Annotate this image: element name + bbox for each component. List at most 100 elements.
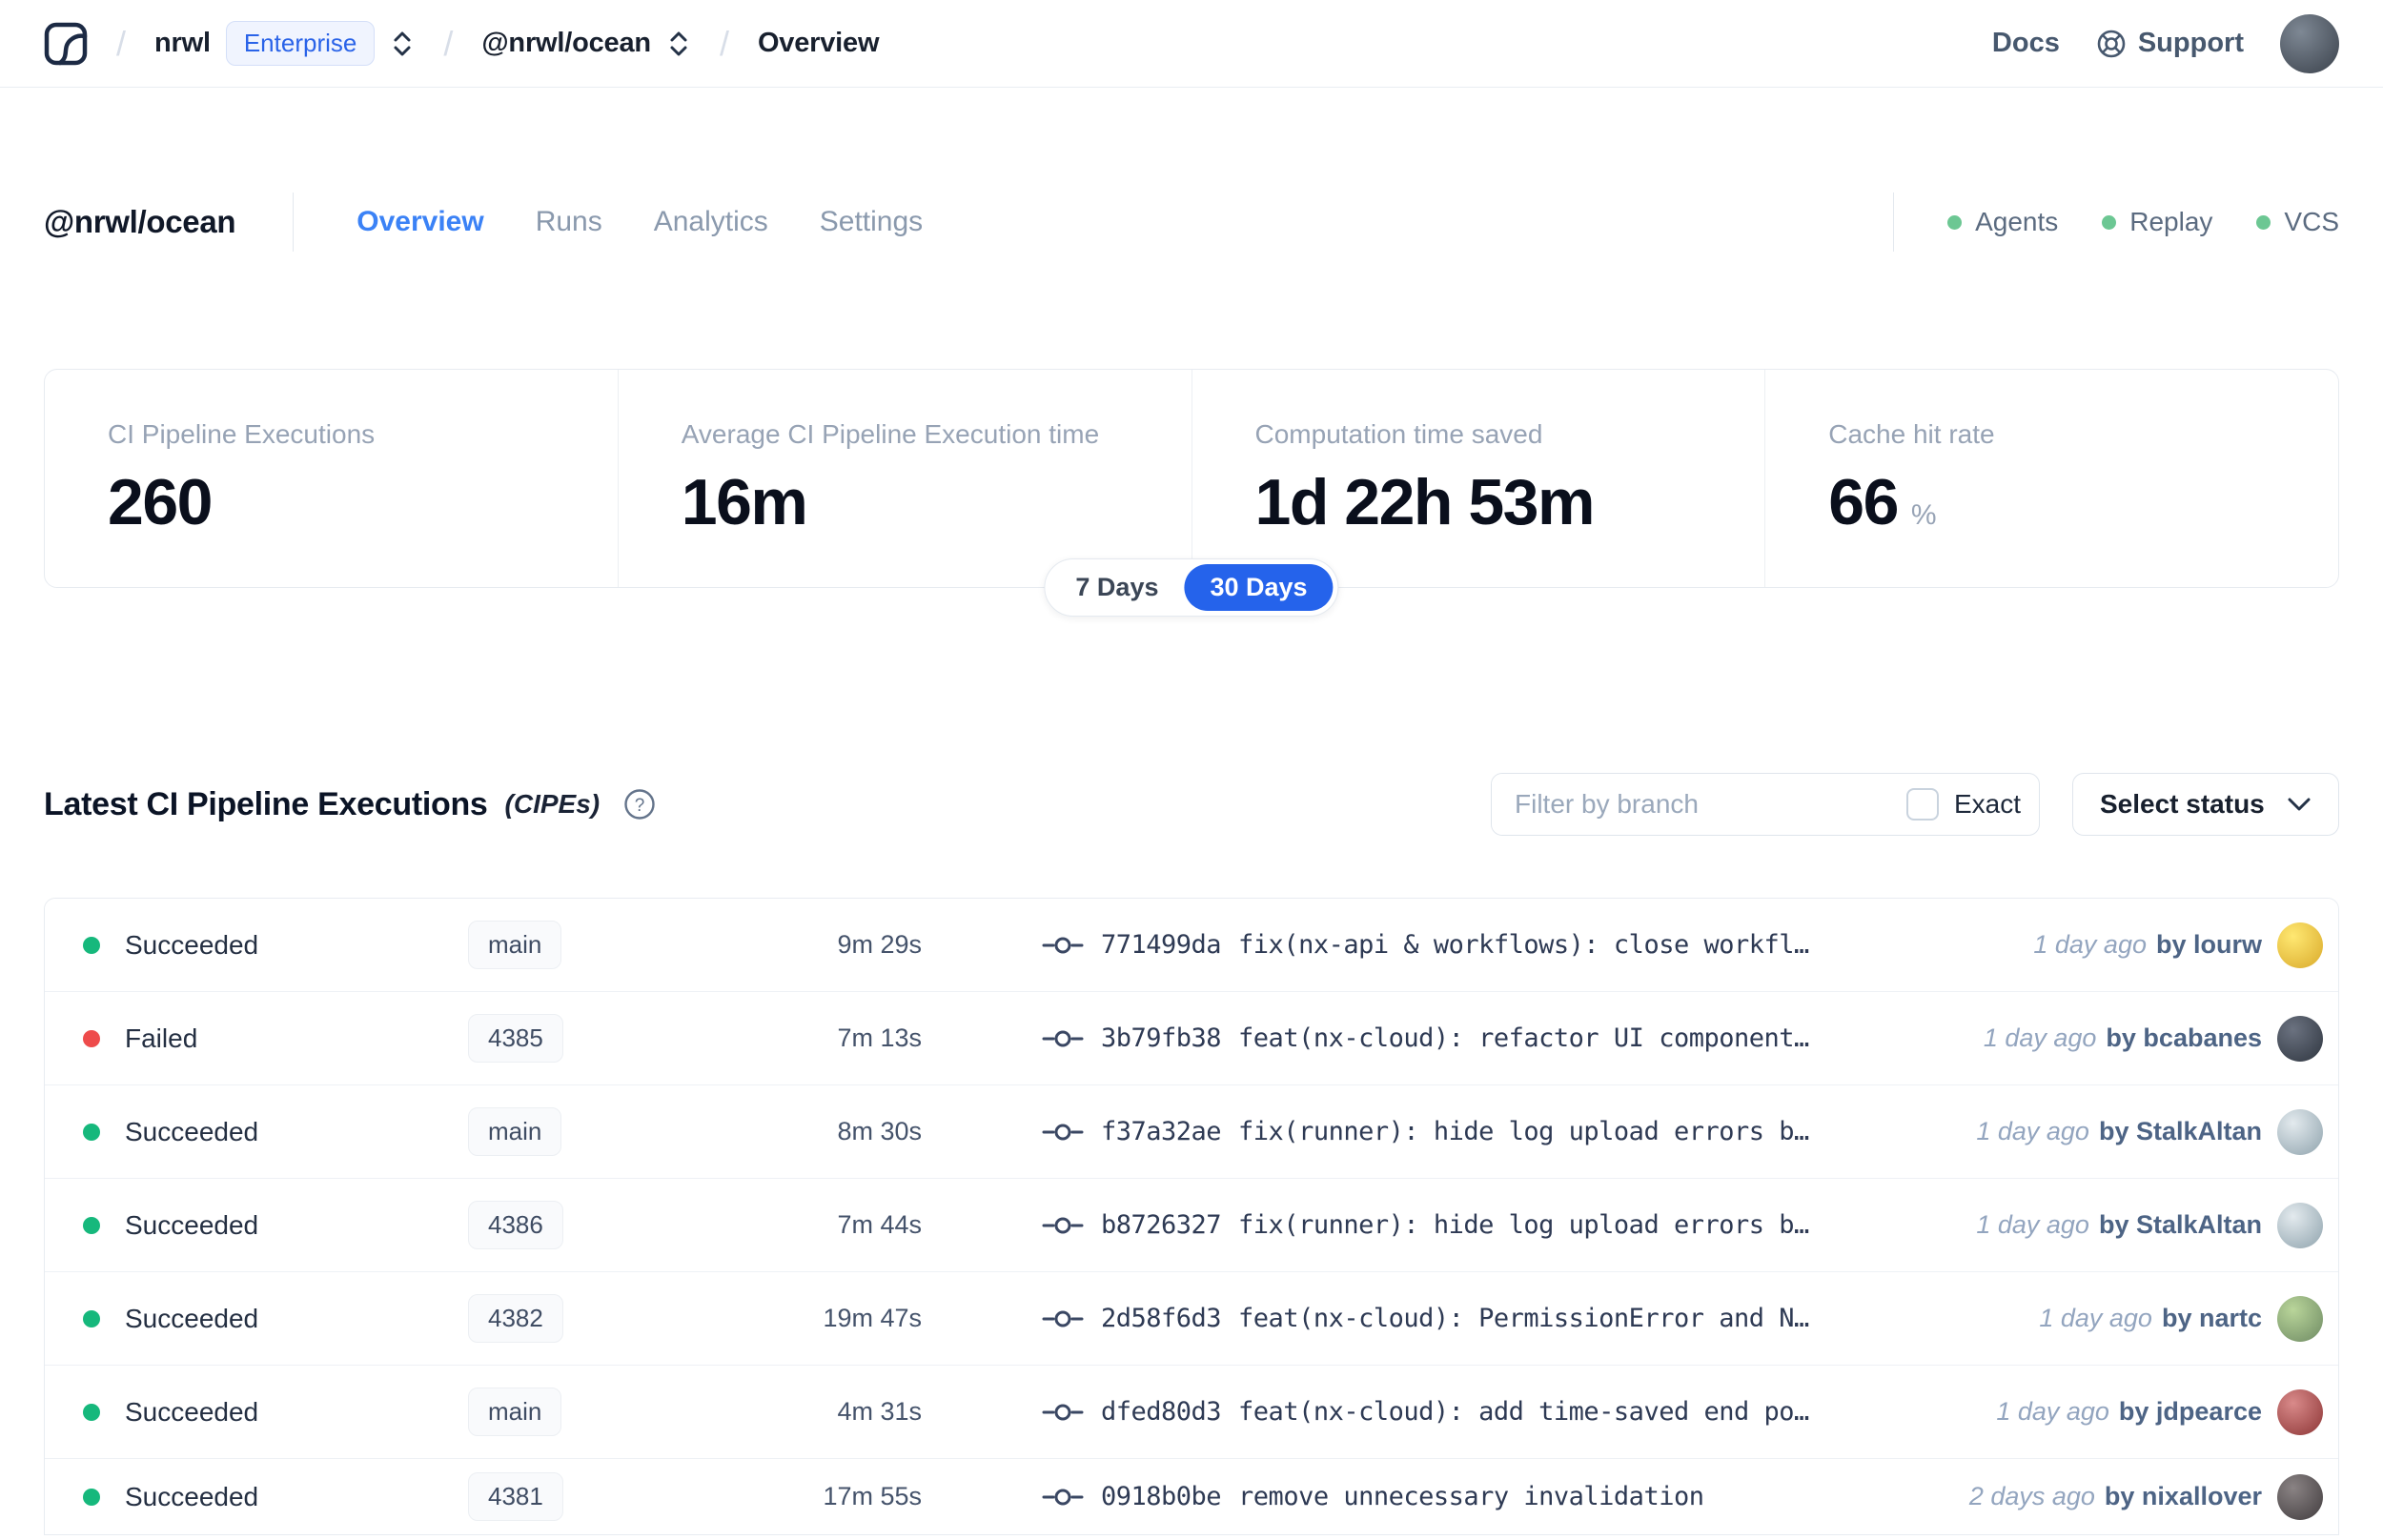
chevron-down-icon xyxy=(2288,798,2311,811)
git-commit-icon xyxy=(1042,1217,1084,1233)
breadcrumb-separator: / xyxy=(719,23,729,63)
table-row[interactable]: Succeeded main 9m 29s 771499da fix(nx-ap… xyxy=(45,899,2338,992)
breadcrumb-workspace[interactable]: @nrwl/ocean xyxy=(481,28,651,58)
tab-analytics[interactable]: Analytics xyxy=(653,206,768,237)
branch-badge[interactable]: 4381 xyxy=(468,1472,563,1521)
author-avatar[interactable] xyxy=(2277,922,2323,968)
author-avatar[interactable] xyxy=(2277,1295,2323,1342)
commit-message[interactable]: feat(nx-cloud): refactor UI component… xyxy=(1238,1023,1809,1053)
period-toggle: 7 Days 30 Days xyxy=(1044,558,1339,617)
stat-card-avg-time: Average CI Pipeline Execution time 16m xyxy=(617,370,1192,587)
commit-hash[interactable]: dfed80d3 xyxy=(1101,1397,1222,1427)
time-ago: 1 day ago xyxy=(1976,1117,2089,1145)
enterprise-badge: Enterprise xyxy=(225,21,376,66)
commit-hash[interactable]: 3b79fb38 xyxy=(1101,1023,1222,1053)
lifebuoy-icon xyxy=(2097,30,2126,57)
stat-card-cache-hit-rate: Cache hit rate 66% xyxy=(1764,370,2338,587)
commit-hash[interactable]: b8726327 xyxy=(1101,1210,1222,1240)
feature-indicators: Agents Replay VCS xyxy=(1947,207,2339,237)
commit-hash[interactable]: f37a32ae xyxy=(1101,1117,1222,1146)
time-ago: 2 days ago xyxy=(1968,1482,2095,1510)
branch-filter-input[interactable] xyxy=(1492,774,1882,835)
svg-text:?: ? xyxy=(635,796,645,816)
select-status-dropdown[interactable]: Select status xyxy=(2072,773,2339,836)
stat-value: 260 xyxy=(108,466,213,538)
indicator-agents: Agents xyxy=(1947,207,2058,237)
table-row[interactable]: Succeeded main 4m 31s dfed80d3 feat(nx-c… xyxy=(45,1366,2338,1459)
table-row[interactable]: Succeeded 4386 7m 44s b8726327 fix(runne… xyxy=(45,1179,2338,1272)
status-label: Succeeded xyxy=(125,929,259,960)
status-dot-icon xyxy=(83,1216,100,1234)
author-avatar[interactable] xyxy=(2277,1015,2323,1062)
workspace-selector-button[interactable] xyxy=(666,30,691,58)
divider xyxy=(293,192,295,252)
status-label: Succeeded xyxy=(125,1396,259,1427)
duration: 7m 44s xyxy=(837,1210,922,1239)
stat-label: CI Pipeline Executions xyxy=(108,419,376,449)
git-commit-icon xyxy=(1042,937,1084,953)
tab-settings[interactable]: Settings xyxy=(819,206,924,237)
git-commit-icon xyxy=(1042,1404,1084,1420)
commit-message[interactable]: remove unnecessary invalidation xyxy=(1238,1482,1704,1511)
exact-checkbox[interactable] xyxy=(1906,788,1939,821)
tab-runs[interactable]: Runs xyxy=(535,206,602,237)
table-row[interactable]: Succeeded 4381 17m 55s 0918b0be remove u… xyxy=(45,1459,2338,1535)
support-label: Support xyxy=(2137,28,2244,58)
author-avatar[interactable] xyxy=(2277,1388,2323,1435)
author-avatar[interactable] xyxy=(2277,1108,2323,1155)
branch-badge[interactable]: main xyxy=(468,921,562,969)
commit-message[interactable]: fix(runner): hide log upload errors b… xyxy=(1238,1210,1809,1240)
status-label: Succeeded xyxy=(125,1303,259,1333)
author: by nixallover xyxy=(2104,1482,2262,1510)
time-ago: 1 day ago xyxy=(1996,1397,2109,1426)
time-ago: 1 day ago xyxy=(2039,1304,2152,1332)
docs-link[interactable]: Docs xyxy=(1991,28,2060,58)
commit-hash[interactable]: 771499da xyxy=(1101,930,1222,960)
tab-overview[interactable]: Overview xyxy=(356,206,484,237)
commit-message[interactable]: fix(runner): hide log upload errors b… xyxy=(1238,1117,1809,1146)
table-row[interactable]: Failed 4385 7m 13s 3b79fb38 feat(nx-clou… xyxy=(45,992,2338,1085)
commit-message[interactable]: feat(nx-cloud): PermissionError and N… xyxy=(1238,1304,1809,1333)
table-row[interactable]: Succeeded main 8m 30s f37a32ae fix(runne… xyxy=(45,1085,2338,1179)
branch-badge[interactable]: 4385 xyxy=(468,1014,563,1063)
indicator-label: Replay xyxy=(2129,207,2213,236)
table-row[interactable]: Succeeded 4382 19m 47s 2d58f6d3 feat(nx-… xyxy=(45,1272,2338,1366)
branch-badge[interactable]: main xyxy=(468,1107,562,1156)
help-icon[interactable]: ? xyxy=(622,787,657,821)
author: by nartc xyxy=(2161,1304,2262,1332)
branch-badge[interactable]: 4386 xyxy=(468,1201,563,1249)
author-avatar[interactable] xyxy=(2277,1202,2323,1248)
support-link[interactable]: Support xyxy=(2096,28,2244,59)
branch-badge[interactable]: 4382 xyxy=(468,1294,563,1343)
user-avatar[interactable] xyxy=(2280,13,2339,73)
status-label: Succeeded xyxy=(125,1209,259,1240)
unfold-chevrons-icon xyxy=(394,31,411,55)
commit-hash[interactable]: 2d58f6d3 xyxy=(1101,1304,1222,1333)
duration: 7m 13s xyxy=(837,1023,922,1052)
indicator-label: Agents xyxy=(1975,207,2059,236)
status-dot-icon xyxy=(83,1309,100,1327)
nx-cloud-logo[interactable] xyxy=(44,22,88,66)
breadcrumb-separator: / xyxy=(443,23,454,63)
nx-cloud-logo-icon xyxy=(44,22,88,65)
status-dot-icon xyxy=(83,936,100,954)
stat-suffix: % xyxy=(1910,499,1937,531)
author-avatar[interactable] xyxy=(2277,1473,2323,1520)
org-selector-button[interactable] xyxy=(390,30,415,58)
indicator-vcs: VCS xyxy=(2256,207,2339,237)
git-commit-icon xyxy=(1042,1030,1084,1046)
author: by StalkAltan xyxy=(2098,1117,2262,1145)
time-ago: 1 day ago xyxy=(1983,1023,2097,1052)
period-7-days-button[interactable]: 7 Days xyxy=(1075,573,1159,601)
stat-label: Cache hit rate xyxy=(1828,419,1995,449)
status-dot-icon xyxy=(83,1488,100,1506)
branch-badge[interactable]: main xyxy=(468,1388,562,1436)
git-commit-icon xyxy=(1042,1489,1084,1505)
period-30-days-button[interactable]: 30 Days xyxy=(1184,564,1334,611)
commit-message[interactable]: fix(nx-api & workflows): close workfl… xyxy=(1238,930,1809,960)
exact-toggle[interactable]: Exact xyxy=(1882,788,2039,821)
top-nav: / nrwl Enterprise / @nrwl/ocean / Overvi… xyxy=(0,0,2383,88)
commit-message[interactable]: feat(nx-cloud): add time-saved end po… xyxy=(1238,1397,1809,1427)
breadcrumb-org[interactable]: nrwl xyxy=(154,28,211,58)
commit-hash[interactable]: 0918b0be xyxy=(1101,1482,1222,1511)
